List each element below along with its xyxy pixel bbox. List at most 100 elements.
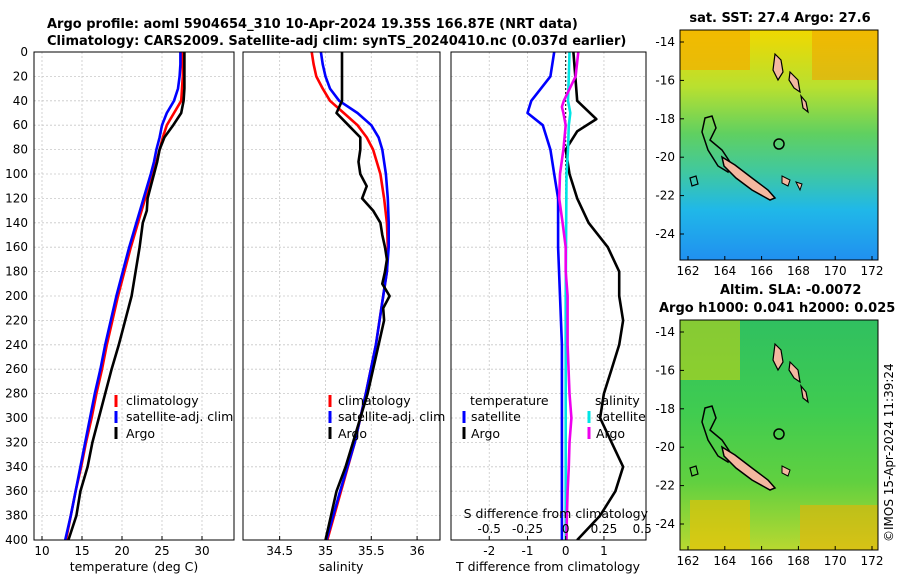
ytick-label: 80: [13, 143, 28, 157]
lat-tick-label: -24: [655, 227, 675, 241]
ytick-label: 160: [5, 240, 28, 254]
lon-tick-label: 172: [861, 264, 884, 278]
vanuatu-island: [772, 342, 784, 372]
lon-tick-label: 170: [824, 554, 847, 568]
difference-legend-temperature: temperature satellite Argo: [462, 393, 549, 441]
s-tick-label: -0.25: [512, 522, 543, 536]
lat-tick-label: -22: [655, 479, 675, 493]
difference-legend-salinity: salinity satellite Argo: [587, 393, 646, 441]
difference-axes-box: [450, 51, 647, 541]
ytick-label: 0: [20, 45, 28, 59]
lat-tick-label: -18: [655, 112, 675, 126]
sla-map: Altim. SLA: -0.0072 Argo h1000: 0.041 h2…: [655, 283, 895, 568]
reef-outline: [689, 175, 699, 187]
lon-tick-label: 164: [713, 554, 736, 568]
temperature-grid: [34, 52, 234, 540]
xtick-label: 35.5: [358, 544, 385, 558]
lat-tick-label: -16: [655, 363, 675, 377]
lat-tick-label: -14: [655, 325, 675, 339]
sst-warm-patch: [812, 30, 878, 80]
sla-high-patch: [680, 320, 740, 380]
sla-map-box: [679, 319, 879, 551]
vanuatu-island: [788, 360, 801, 384]
xtick-label: 15: [74, 544, 89, 558]
lon-tick-label: 164: [713, 264, 736, 278]
lon-tick-label: 162: [677, 264, 700, 278]
series-line-t-argo: [564, 52, 625, 540]
ytick-label: 40: [13, 94, 28, 108]
legend-temperature-title: temperature: [470, 393, 549, 408]
sla-high-patch: [800, 505, 878, 550]
ytick-label: 340: [5, 460, 28, 474]
sla-map-title-2: Argo h1000: 0.041 h2000: 0.025: [659, 301, 895, 316]
lon-tick-label: 166: [750, 264, 773, 278]
xtick-label: 1: [600, 544, 608, 558]
salinity-grid: [243, 52, 440, 540]
ytick-label: 220: [5, 313, 28, 327]
temperature-xlabel: temperature (deg C): [70, 559, 199, 574]
credit-text: ©IMOS 15-Apr-2024 11:39:24: [882, 363, 896, 542]
lat-tick-label: -20: [655, 150, 675, 164]
legend-s-argo: Argo: [596, 426, 625, 441]
temperature-axes-box: [33, 51, 235, 541]
xtick-label: 34.5: [266, 544, 293, 558]
xtick-label: -1: [521, 544, 533, 558]
series-line-argo: [67, 52, 186, 540]
salinity-xlabel: salinity: [319, 559, 364, 574]
ytick-label: 300: [5, 411, 28, 425]
ytick-label: 260: [5, 362, 28, 376]
difference-panel: -2 -1 0 1 -0.5 -0.25 0 0.25 0.5 T difference fr…: [450, 51, 652, 574]
vanuatu-island: [788, 70, 801, 94]
legend-climatology: climatology: [126, 393, 199, 408]
ytick-label: 60: [13, 118, 28, 132]
lon-tick-label: 168: [787, 554, 810, 568]
lat-tick-label: -18: [655, 402, 675, 416]
xtick-label: 10: [34, 544, 49, 558]
lon-tick-label: 166: [750, 554, 773, 568]
ytick-label: 140: [5, 216, 28, 230]
lat-tick-label: -14: [655, 35, 675, 49]
lat-tick-label: -20: [655, 440, 675, 454]
s-tick-label: 0.5: [633, 522, 652, 536]
legend-s-satellite: satellite: [596, 409, 646, 424]
ytick-label: 20: [13, 69, 28, 83]
sst-map-title: sat. SST: 27.4 Argo: 27.6: [689, 11, 870, 26]
vanuatu-island: [800, 93, 809, 114]
legend-salinity-title: salinity: [595, 393, 640, 408]
t-difference-xlabel: T difference from climatology: [455, 559, 641, 574]
temperature-lines: [63, 52, 186, 540]
s-tick-label: -0.5: [478, 522, 501, 536]
sla-map-ticks: 162 164 166 168 170 172 -14 -16 -18 -20 -22 -24: [655, 325, 883, 568]
new-caledonia-island: [720, 445, 777, 491]
difference-xticks: -2 -1 0 1: [483, 536, 608, 558]
salinity-lines: [310, 52, 391, 540]
xtick-label: 30: [194, 544, 209, 558]
legend-argo: Argo: [338, 426, 367, 441]
sst-map: sat. SST: 27.4 Argo: 27.6 162 164 166 168 17…: [655, 11, 883, 278]
sst-map-ticks: 162 164 166 168 170 172 -14 -16 -18 -20 -22 -24: [655, 35, 883, 278]
ytick-label: 120: [5, 191, 28, 205]
argo-position-marker: [773, 428, 785, 440]
legend-satellite-adj: satellite-adj. clim: [338, 409, 445, 424]
sla-high-patch: [690, 500, 750, 550]
lon-tick-label: 162: [677, 554, 700, 568]
title-line-2: Climatology: CARS2009. Satellite-adj cli…: [47, 34, 626, 49]
xtick-label: 0: [562, 544, 570, 558]
s-tick-label: 0: [562, 522, 570, 536]
ytick-label: 400: [5, 533, 28, 547]
s-tick-label: 0.25: [591, 522, 618, 536]
ytick-label: 100: [5, 167, 28, 181]
salinity-axes-box: [242, 51, 441, 541]
loyalty-island: [795, 181, 803, 192]
difference-grid: [451, 52, 646, 540]
reef-outline: [689, 465, 699, 477]
lon-tick-label: 168: [787, 264, 810, 278]
s-difference-label: S difference from climatology: [464, 506, 649, 521]
temperature-legend: climatology satellite-adj. clim Argo: [114, 393, 233, 441]
temperature-panel: 10 15 20 25 30 0 20 40 60 80 100 120 140 160 180 200 22…: [5, 45, 235, 574]
legend-argo: Argo: [126, 426, 155, 441]
legend-climatology: climatology: [338, 393, 411, 408]
argo-position-marker: [773, 138, 785, 150]
temperature-xticks: 10 15 20 25 30: [34, 536, 210, 558]
